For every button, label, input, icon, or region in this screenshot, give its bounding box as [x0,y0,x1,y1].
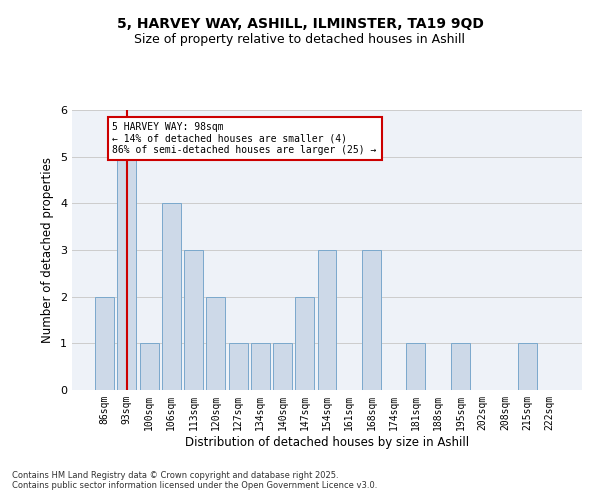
Bar [184,250,203,390]
Text: 5, HARVEY WAY, ASHILL, ILMINSTER, TA19 9QD: 5, HARVEY WAY, ASHILL, ILMINSTER, TA19 9… [116,18,484,32]
Text: 5 HARVEY WAY: 98sqm
← 14% of detached houses are smaller (4)
86% of semi-detache: 5 HARVEY WAY: 98sqm ← 14% of detached ho… [112,122,377,155]
Text: Contains HM Land Registry data © Crown copyright and database right 2025.
Contai: Contains HM Land Registry data © Crown c… [12,470,377,490]
Bar [317,250,337,390]
Bar [273,344,292,390]
Bar [251,344,270,390]
Bar [162,204,181,390]
X-axis label: Distribution of detached houses by size in Ashill: Distribution of detached houses by size … [185,436,469,448]
Bar [118,156,136,390]
Bar [518,344,536,390]
Text: Size of property relative to detached houses in Ashill: Size of property relative to detached ho… [134,32,466,46]
Bar [295,296,314,390]
Y-axis label: Number of detached properties: Number of detached properties [41,157,55,343]
Bar [362,250,381,390]
Bar [451,344,470,390]
Bar [95,296,114,390]
Bar [140,344,158,390]
Bar [206,296,225,390]
Bar [229,344,248,390]
Bar [406,344,425,390]
